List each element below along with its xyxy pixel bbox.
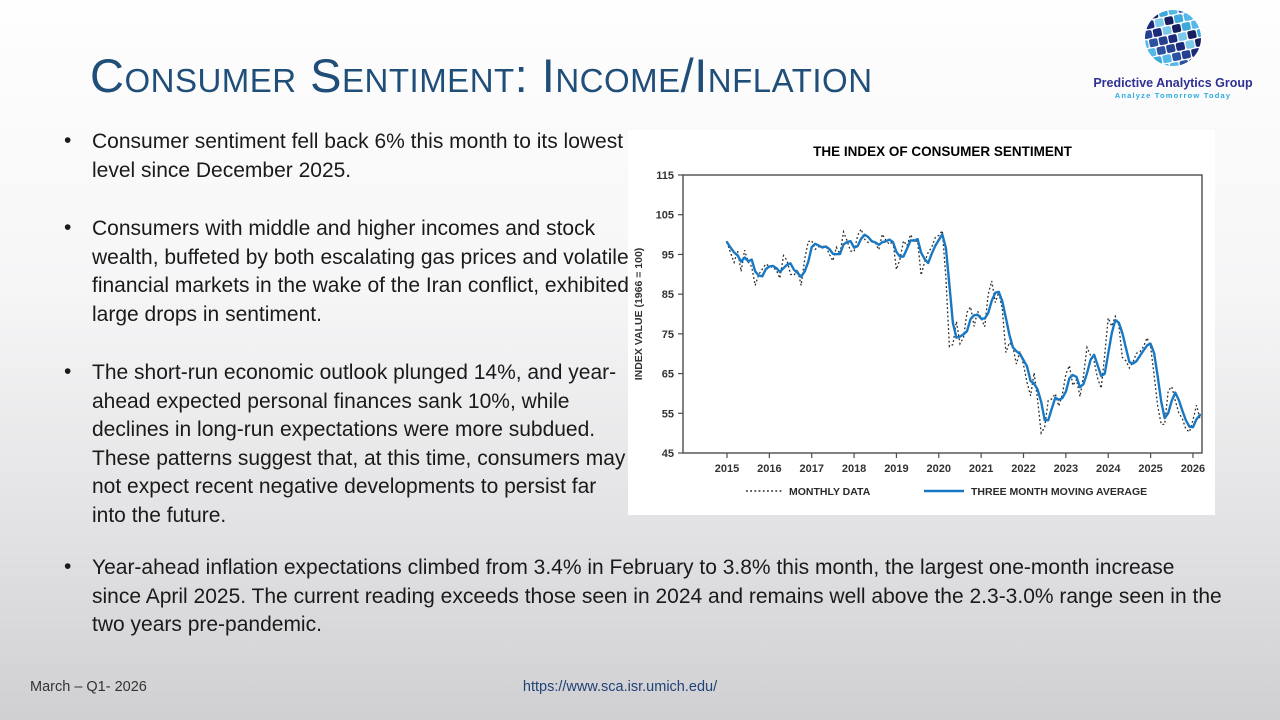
bullet-item: Consumers with middle and higher incomes… [62, 214, 630, 329]
bullet-list-full-width: Year-ahead inflation expectations climbe… [62, 553, 1224, 670]
y-axis-label: INDEX VALUE (1966 = 100) [633, 248, 645, 381]
bullet-item: Consumer sentiment fell back 6% this mon… [62, 127, 630, 185]
puzzle-piece [1177, 32, 1188, 42]
puzzle-piece [1156, 46, 1166, 55]
puzzle-piece [1143, 30, 1153, 39]
puzzle-piece [1168, 6, 1178, 15]
puzzle-piece [1202, 8, 1207, 17]
legend-label-monthly: MONTHLY DATA [789, 486, 871, 498]
logo-name: Predictive Analytics Group [1093, 76, 1253, 90]
y-tick-label: 115 [656, 170, 674, 182]
monthly-data-line [726, 227, 1201, 436]
puzzle-piece [1146, 48, 1157, 57]
puzzle-piece [1173, 14, 1184, 24]
puzzle-piece [1196, 4, 1207, 9]
puzzle-piece [1145, 20, 1155, 30]
puzzle-piece [1208, 54, 1210, 64]
puzzle-piece [1181, 21, 1191, 31]
plot-border [682, 174, 1203, 454]
puzzle-piece [1175, 42, 1186, 51]
x-tick-label: 2020 [927, 463, 951, 475]
x-tick-label: 2021 [969, 463, 993, 475]
puzzle-piece [1198, 55, 1207, 65]
puzzle-piece [1189, 57, 1199, 67]
puzzle-piece [1166, 44, 1176, 53]
puzzle-piece [1152, 28, 1163, 37]
x-tick-label: 2017 [799, 463, 823, 475]
puzzle-piece [1200, 46, 1207, 55]
puzzle-piece [1158, 36, 1168, 46]
puzzle-piece [1139, 22, 1145, 32]
logo-tagline: Analyze Tomorrow Today [1114, 91, 1232, 100]
puzzle-piece [1139, 32, 1143, 42]
puzzle-piece [1139, 12, 1149, 21]
puzzle-piece [1164, 16, 1174, 26]
puzzle-piece [1139, 50, 1147, 60]
three-month-moving-average-line [725, 233, 1202, 429]
puzzle-piece [1136, 14, 1139, 24]
x-tick-label: 2018 [842, 463, 866, 475]
puzzle-piece [1179, 60, 1189, 69]
x-tick-label: 2019 [884, 463, 908, 475]
page-title: Consumer Sentiment: Income/Inflation [90, 49, 873, 102]
puzzle-piece [1204, 35, 1207, 45]
x-tick-label: 2023 [1054, 463, 1078, 475]
x-tick-label: 2022 [1011, 463, 1035, 475]
consumer-sentiment-chart: THE INDEX OF CONSUMER SENTIMENT 115 105 95 8… [633, 144, 1205, 498]
x-tick-label: 2025 [1138, 463, 1162, 475]
puzzle-piece [1169, 62, 1180, 71]
y-tick-label: 95 [662, 249, 674, 261]
logo: Predictive Analytics Group Analyze Tomor… [1088, 4, 1258, 100]
puzzle-piece [1183, 12, 1193, 22]
puzzle-piece [1200, 17, 1207, 27]
puzzle-piece [1148, 10, 1159, 19]
chart-title: THE INDEX OF CONSUMER SENTIMENT [813, 144, 1073, 159]
globe-puzzle-icon [1136, 4, 1210, 72]
y-tick-label: 65 [662, 369, 674, 381]
puzzle-piece [1150, 66, 1161, 72]
puzzle-piece [1185, 39, 1195, 49]
footer-date: March – Q1- 2026 [30, 679, 147, 695]
x-tick-label: 2024 [1096, 463, 1121, 475]
y-tick-label: 55 [662, 408, 674, 420]
puzzle-piece [1139, 40, 1149, 50]
puzzle-piece [1194, 37, 1205, 47]
puzzle-piece [1191, 48, 1201, 58]
x-tick-label: 2016 [757, 463, 781, 475]
x-tick-label: 2026 [1181, 463, 1205, 475]
puzzle-piece [1152, 56, 1163, 66]
y-tick-label: 45 [662, 448, 674, 460]
consumer-sentiment-chart-card: THE INDEX OF CONSUMER SENTIMENT 115 105 95 8… [628, 130, 1215, 515]
y-tick-label: 85 [662, 289, 674, 301]
puzzle-piece [1160, 64, 1170, 72]
puzzle-piece [1168, 34, 1178, 44]
puzzle-piece [1191, 19, 1201, 29]
legend-label-moving-average: THREE MONTH MOVING AVERAGE [971, 486, 1147, 498]
puzzle-piece [1177, 4, 1188, 13]
puzzle-piece [1148, 38, 1159, 48]
puzzle-piece [1162, 54, 1172, 64]
puzzle-piece [1162, 26, 1172, 35]
puzzle-piece [1196, 28, 1207, 37]
puzzle-piece [1143, 58, 1153, 68]
puzzle-piece [1171, 52, 1182, 62]
puzzle-piece [1206, 26, 1210, 36]
puzzle-piece [1141, 68, 1151, 72]
puzzle-piece [1171, 24, 1182, 33]
puzzle-piece [1187, 30, 1197, 40]
puzzle-piece [1187, 4, 1197, 11]
puzzle-piece [1154, 18, 1165, 28]
puzzle-piece [1181, 50, 1191, 60]
puzzle-piece [1158, 8, 1168, 17]
bullet-item: The short-run economic outlook plunged 1… [62, 358, 630, 530]
bullet-item: Year-ahead inflation expectations climbe… [62, 553, 1224, 640]
puzzle-piece [1193, 10, 1203, 19]
footer-source-link[interactable]: https://www.sca.isr.umich.edu/ [522, 679, 718, 695]
y-tick-label: 105 [656, 210, 674, 222]
x-tick-label: 2015 [715, 463, 739, 475]
y-tick-label: 75 [662, 329, 674, 341]
bullet-list: Consumer sentiment fell back 6% this mon… [62, 127, 630, 561]
